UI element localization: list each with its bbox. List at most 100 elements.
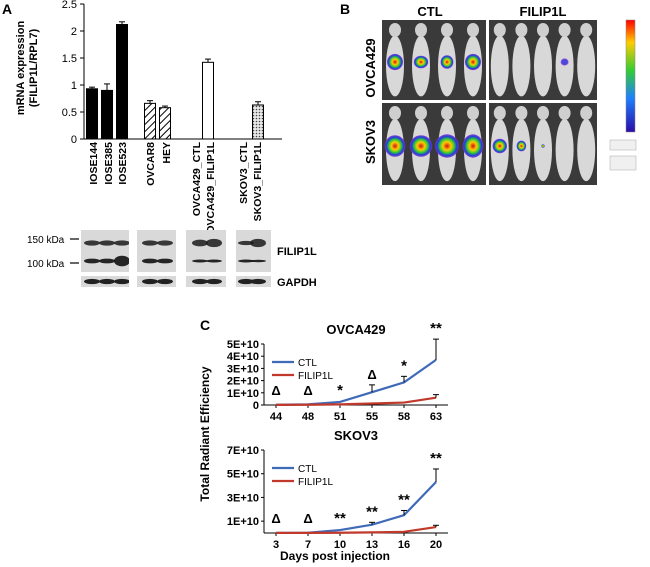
gapdh-lane-gap xyxy=(129,276,137,287)
a-xtick-label: IOSE144 xyxy=(88,142,100,185)
bioluminescence-signal xyxy=(413,55,429,69)
c-ytick-label: 3E+10 xyxy=(227,492,259,504)
c-series-line-filip1l xyxy=(275,525,437,535)
c-ytick-label: 4E+10 xyxy=(227,351,259,363)
a-bar xyxy=(86,88,98,140)
c-significance-mark: * xyxy=(337,382,343,399)
c-xtick-label: 13 xyxy=(366,539,378,551)
blot-band-upper xyxy=(142,240,158,246)
a-ytick-label: 1 xyxy=(71,80,77,92)
blot-band-lower xyxy=(142,258,158,264)
c-xtick-label: 20 xyxy=(430,539,442,551)
a-xtick-label: OVCA429_FILIP1L xyxy=(205,141,217,233)
mouse-head xyxy=(537,23,549,37)
imaging-col-filip1l: FILIP1L xyxy=(520,4,567,19)
a-xtick-label: OVCAR8 xyxy=(145,142,157,186)
a-xtick-label: HEY xyxy=(161,142,173,164)
c-significance-mark: * xyxy=(401,357,407,374)
c-legend-label: CTL xyxy=(298,464,317,475)
c-significance-mark: ** xyxy=(398,491,410,508)
gapdh-band xyxy=(142,278,158,285)
blot-band-lower xyxy=(238,259,254,263)
blot-band-upper xyxy=(99,240,115,246)
mouse-head xyxy=(441,106,453,120)
c-ytick-label: 1E+10 xyxy=(227,388,259,400)
blot-band-lower xyxy=(99,258,115,264)
a-bar xyxy=(202,61,214,140)
bioluminescence-signal xyxy=(435,134,459,158)
a-ytick-label: 2.5 xyxy=(62,0,77,11)
c-series-line-ctl xyxy=(275,481,437,534)
c-significance-mark: Δ xyxy=(271,383,280,398)
c-xtick-label: 51 xyxy=(334,411,346,423)
mouse-head xyxy=(389,23,401,37)
c-significance-mark: ** xyxy=(430,320,442,337)
panel-label-a: A xyxy=(2,1,12,17)
c-significance-mark: ** xyxy=(366,503,378,520)
bioluminescence-signal xyxy=(440,55,454,69)
c-series-line-filip1l xyxy=(275,396,437,406)
a-bar xyxy=(144,102,156,140)
blot-band-upper xyxy=(192,239,208,247)
blot-label-gapdh: GAPDH xyxy=(277,277,317,289)
c-xtick-label: 7 xyxy=(305,539,311,551)
western-blot: 150 kDa 100 kDa FILIP1L GAPDH xyxy=(27,230,317,289)
gapdh-band xyxy=(206,278,222,285)
blot-lane-gap xyxy=(226,230,236,272)
c-ytick-label: 3E+10 xyxy=(227,363,259,375)
imaging-row-ovca429: OVCA429 xyxy=(363,38,378,97)
mouse-body xyxy=(512,35,531,97)
c-significance-mark: Δ xyxy=(271,511,280,526)
a-ytick-label: 2 xyxy=(71,26,77,38)
a-xtick-label: IOSE523 xyxy=(117,142,129,185)
gapdh-band xyxy=(114,278,130,285)
blot-band-upper xyxy=(206,238,222,248)
a-bar xyxy=(252,104,264,140)
c-ytick-label: 0 xyxy=(253,400,259,412)
mouse-head xyxy=(493,106,506,120)
a-bar xyxy=(116,24,128,140)
gapdh-lane-gap xyxy=(176,276,186,287)
c-significance-mark: ** xyxy=(430,450,442,467)
mouse-head xyxy=(580,23,593,37)
c-xlabel: Days post injection xyxy=(280,549,390,563)
c-ytick-label: 7E+10 xyxy=(227,445,259,457)
scale-minmax-box xyxy=(609,155,637,171)
c-ytick-label: 5E+10 xyxy=(227,339,259,351)
c-significance-mark: ** xyxy=(334,510,346,527)
mouse-head xyxy=(389,106,401,120)
mouse-body xyxy=(490,35,509,97)
bioluminescence-signal xyxy=(465,53,481,71)
blot-band-upper xyxy=(84,240,100,246)
gapdh-band xyxy=(84,278,100,285)
c-xtick-label: 55 xyxy=(366,411,378,423)
mouse-head xyxy=(441,23,453,37)
mouse-body xyxy=(555,118,574,182)
mouse-body xyxy=(534,118,552,182)
a-xtick-label: IOSE385 xyxy=(103,142,115,185)
bioluminescence-signal xyxy=(560,58,569,66)
blot-band-upper xyxy=(238,240,254,246)
gapdh-band xyxy=(99,278,115,285)
c-xtick-label: 44 xyxy=(270,411,283,423)
mouse-head xyxy=(415,106,427,120)
c-ytick-label: 1E+10 xyxy=(227,516,259,528)
c-significance-mark: Δ xyxy=(303,511,312,526)
gapdh-band xyxy=(157,278,173,285)
c-legend-label: FILIP1L xyxy=(298,477,333,488)
c-xtick-label: 58 xyxy=(398,411,410,423)
gapdh-band xyxy=(250,278,266,285)
c-xtick-label: 48 xyxy=(302,411,314,423)
c-ylabel: Total Radiant Efficiency xyxy=(198,366,212,501)
blot-band-lower xyxy=(114,255,130,267)
c-chart-title: SKOV3 xyxy=(334,428,378,443)
c-ytick-label: 2E+10 xyxy=(227,376,259,388)
panel-label-b: B xyxy=(340,1,350,17)
panel-a-bar-chart: mRNA expression (FILIP1L/RPL7) 0 0.5 1 1.5 2… xyxy=(15,0,282,234)
mouse-head xyxy=(558,23,571,37)
bioluminescence-signal xyxy=(492,138,507,154)
blot-band-upper xyxy=(250,238,266,248)
marker-150-kda: 150 kDa xyxy=(27,235,65,246)
a-ytick-label: 0.5 xyxy=(62,107,77,119)
mouse-body xyxy=(577,35,596,97)
